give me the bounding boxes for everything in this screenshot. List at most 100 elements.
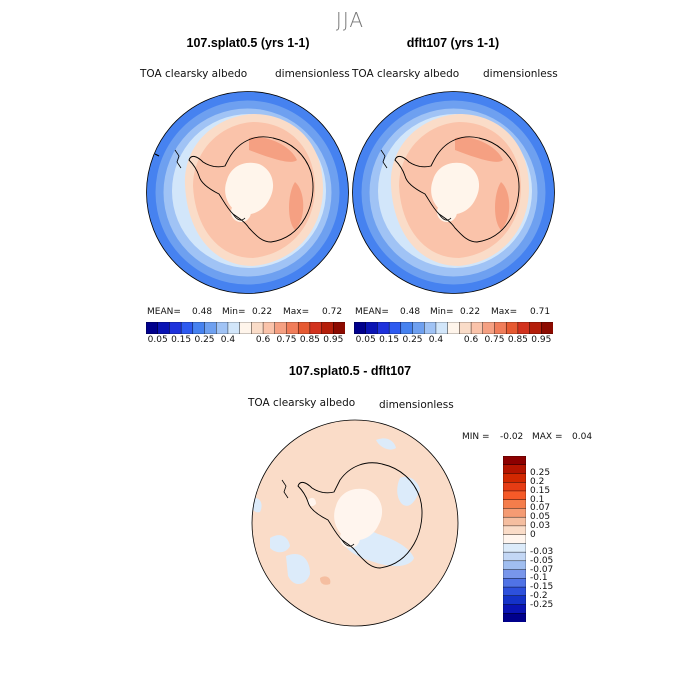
colorbar-tick-label: 0.85 <box>299 335 320 345</box>
panel-2-colorbar <box>354 322 553 334</box>
colorbar-swatch <box>204 322 217 334</box>
colorbar-tick-label: -0.15 <box>530 582 554 593</box>
colorbar-swatch <box>503 490 526 501</box>
colorbar-tick-label: -0.03 <box>530 547 554 558</box>
colorbar-swatch <box>529 322 542 334</box>
colorbar-swatch <box>470 322 484 334</box>
colorbar-swatch <box>503 508 526 518</box>
colorbar-tick-label: 0.05 <box>530 512 551 523</box>
colorbar-swatch <box>503 569 526 579</box>
colorbar-swatch <box>503 578 526 588</box>
colorbar-swatch <box>503 525 526 536</box>
colorbar-tick-label: 0.75 <box>484 335 505 345</box>
diff-title: 107.splat0.5 - dflt107 <box>288 364 412 378</box>
panel-1-variable: TOA clearsky albedo <box>140 68 248 80</box>
colorbar-tick-label: 0.85 <box>507 335 528 345</box>
colorbar-swatch <box>354 322 367 334</box>
diff-units: dimensionless <box>379 399 454 411</box>
colorbar-tick-label: -0.1 <box>530 573 548 584</box>
colorbar-tick-label: 0.6 <box>463 335 479 345</box>
panel-1-title: 107.splat0.5 (yrs 1-1) <box>186 36 310 50</box>
panel-1-mean: 0.48 <box>192 307 213 317</box>
diff-map <box>251 419 459 627</box>
panel-1-colorbar-ticks: 0.05 0.15 0.25 0.4 0.6 0.75 0.85 0.95 <box>146 335 345 349</box>
colorbar-tick-label: 0.1 <box>530 494 545 505</box>
colorbar-swatch <box>503 604 526 614</box>
colorbar-tick-label: -0.25 <box>530 599 554 610</box>
colorbar-swatch <box>227 322 241 334</box>
colorbar-swatch <box>505 322 519 334</box>
colorbar-tick-label: 0.05 <box>147 335 168 345</box>
colorbar-swatch <box>180 322 194 334</box>
colorbar-swatch <box>321 322 334 334</box>
panel-1-colorbar <box>146 322 345 334</box>
colorbar-tick-label: 0.4 <box>428 335 444 345</box>
colorbar-tick-label: -0.07 <box>530 564 554 575</box>
colorbar-swatch <box>503 613 526 622</box>
diff-min: -0.02 <box>500 432 524 442</box>
colorbar-tick-label: -0.2 <box>530 590 548 601</box>
colorbar-tick-label: 0.03 <box>530 520 551 531</box>
panel-1-min: 0.22 <box>252 307 273 317</box>
colorbar-swatch <box>412 322 425 334</box>
diff-max-label: MAX = <box>532 432 563 442</box>
colorbar-swatch <box>447 322 460 334</box>
panel-2-map <box>352 91 555 294</box>
colorbar-swatch <box>503 473 526 483</box>
diff-variable: TOA clearsky albedo <box>248 397 356 409</box>
panel-2-title: dflt107 (yrs 1-1) <box>406 36 500 50</box>
panel-2-max-label: Max= <box>491 307 518 317</box>
colorbar-swatch <box>503 482 526 492</box>
colorbar-swatch <box>400 322 414 334</box>
colorbar-swatch <box>286 322 299 334</box>
colorbar-tick-label: 0.95 <box>531 335 552 345</box>
colorbar-swatch <box>365 322 378 334</box>
panel-1-max: 0.72 <box>322 307 343 317</box>
panel-2-min: 0.22 <box>460 307 481 317</box>
colorbar-tick-label: 0.4 <box>220 335 236 345</box>
colorbar-swatch <box>262 322 276 334</box>
colorbar-swatch <box>333 322 345 334</box>
colorbar-swatch <box>517 322 531 334</box>
panel-1-min-label: Min= <box>222 307 246 317</box>
colorbar-tick-label: 0 <box>530 529 536 540</box>
colorbar-swatch <box>157 322 170 334</box>
colorbar-swatch <box>388 322 402 334</box>
colorbar-tick-label: 0.15 <box>171 335 192 345</box>
colorbar-tick-label: 0.6 <box>255 335 271 345</box>
colorbar-tick-label: 0.2 <box>530 477 545 488</box>
colorbar-swatch <box>146 322 159 334</box>
colorbar-swatch <box>297 322 311 334</box>
colorbar-swatch <box>503 516 526 527</box>
colorbar-swatch <box>192 322 206 334</box>
panel-2-max: 0.71 <box>530 307 551 317</box>
diff-colorbar-ticks: 0.25 0.2 0.15 0.1 0.07 0.05 0.03 0 -0.03 -0.05 -0.… <box>530 456 590 622</box>
colorbar-swatch <box>377 322 390 334</box>
colorbar-tick-label: 0.25 <box>402 335 423 345</box>
panel-1-mean-label: MEAN= <box>147 307 181 317</box>
colorbar-tick-label: 0.15 <box>530 485 551 496</box>
panel-2-variable: TOA clearsky albedo <box>352 68 460 80</box>
colorbar-swatch <box>424 322 437 334</box>
colorbar-tick-label: -0.05 <box>530 555 554 566</box>
panel-1-max-label: Max= <box>283 307 310 317</box>
colorbar-swatch <box>503 534 526 544</box>
colorbar-swatch <box>503 464 526 474</box>
colorbar-tick-label: 0.07 <box>530 503 551 514</box>
colorbar-swatch <box>503 456 526 466</box>
colorbar-swatch <box>482 322 495 334</box>
panel-2-min-label: Min= <box>430 307 454 317</box>
diff-max: 0.04 <box>572 432 593 442</box>
colorbar-swatch <box>459 322 472 334</box>
panel-1-map <box>146 91 349 294</box>
colorbar-swatch <box>274 322 287 334</box>
colorbar-swatch <box>435 322 449 334</box>
colorbar-swatch <box>503 499 526 509</box>
colorbar-tick-label: 0.05 <box>355 335 376 345</box>
colorbar-tick-label: 0.25 <box>530 468 551 479</box>
colorbar-swatch <box>216 322 229 334</box>
panel-2-colorbar-ticks: 0.05 0.15 0.25 0.4 0.6 0.75 0.85 0.95 <box>354 335 553 349</box>
colorbar-swatch <box>503 551 526 562</box>
panel-1-units: dimensionless <box>275 68 350 80</box>
colorbar-swatch <box>309 322 323 334</box>
